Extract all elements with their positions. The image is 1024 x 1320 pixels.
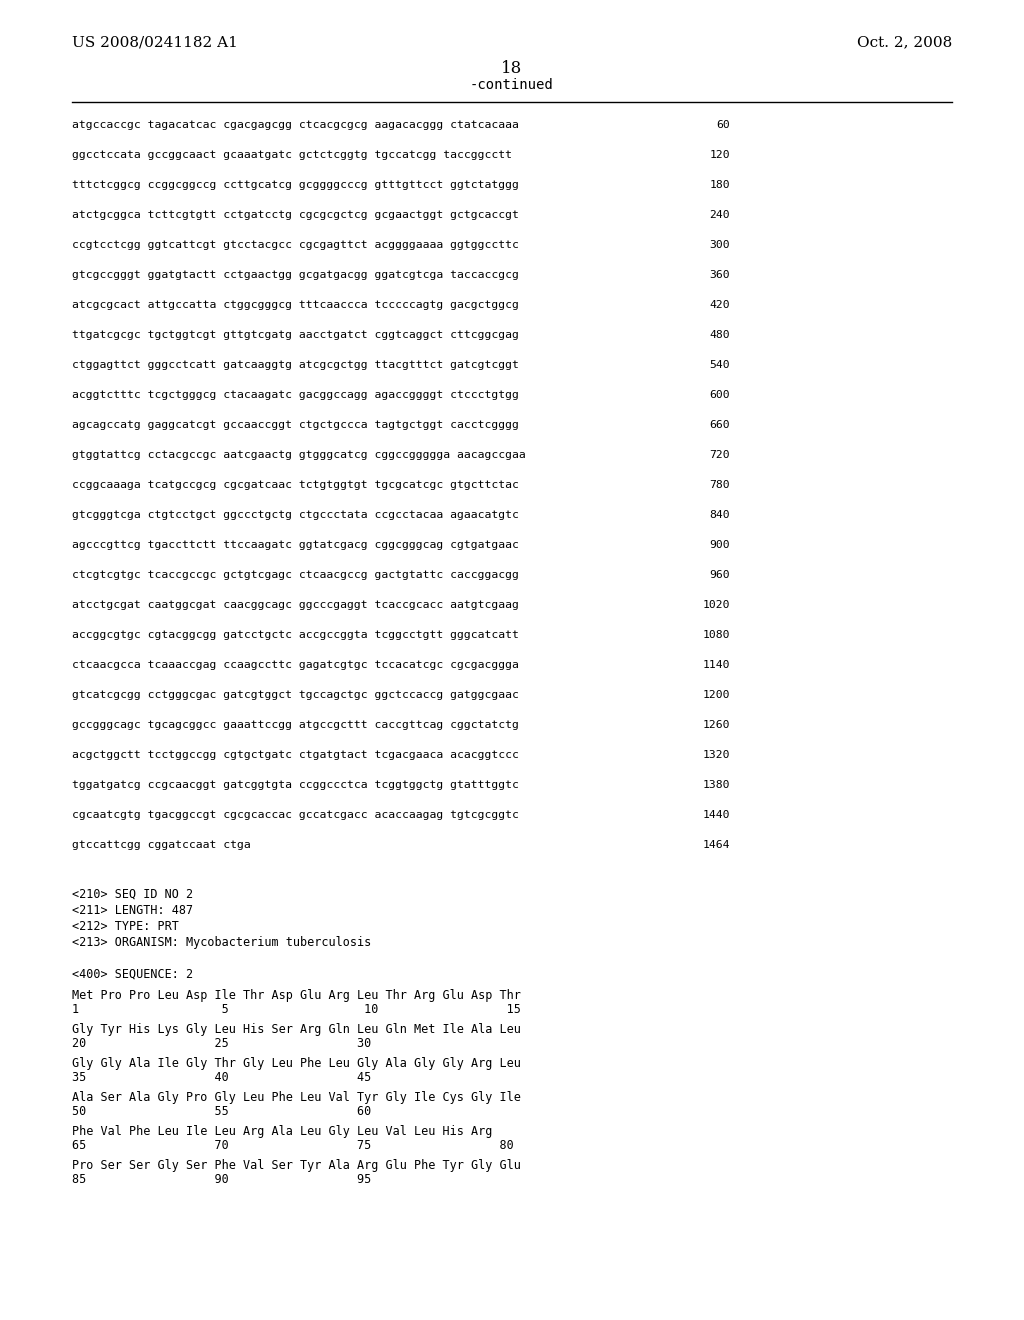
Text: <213> ORGANISM: Mycobacterium tuberculosis: <213> ORGANISM: Mycobacterium tuberculos… (72, 936, 372, 949)
Text: 420: 420 (710, 300, 730, 310)
Text: acgctggctt tcctggccgg cgtgctgatc ctgatgtact tcgacgaaca acacggtccc: acgctggctt tcctggccgg cgtgctgatc ctgatgt… (72, 750, 519, 760)
Text: <400> SEQUENCE: 2: <400> SEQUENCE: 2 (72, 968, 194, 981)
Text: Pro Ser Ser Gly Ser Phe Val Ser Tyr Ala Arg Glu Phe Tyr Gly Glu: Pro Ser Ser Gly Ser Phe Val Ser Tyr Ala … (72, 1159, 521, 1172)
Text: 600: 600 (710, 389, 730, 400)
Text: 1440: 1440 (702, 810, 730, 820)
Text: 35                  40                  45: 35 40 45 (72, 1071, 372, 1084)
Text: 85                  90                  95: 85 90 95 (72, 1173, 372, 1185)
Text: ctcgtcgtgc tcaccgccgc gctgtcgagc ctcaacgccg gactgtattc caccggacgg: ctcgtcgtgc tcaccgccgc gctgtcgagc ctcaacg… (72, 570, 519, 579)
Text: cgcaatcgtg tgacggccgt cgcgcaccac gccatcgacc acaccaagag tgtcgcggtc: cgcaatcgtg tgacggccgt cgcgcaccac gccatcg… (72, 810, 519, 820)
Text: 60: 60 (716, 120, 730, 129)
Text: 1320: 1320 (702, 750, 730, 760)
Text: 18: 18 (502, 59, 522, 77)
Text: 240: 240 (710, 210, 730, 220)
Text: Ala Ser Ala Gly Pro Gly Leu Phe Leu Val Tyr Gly Ile Cys Gly Ile: Ala Ser Ala Gly Pro Gly Leu Phe Leu Val … (72, 1092, 521, 1104)
Text: 1200: 1200 (702, 690, 730, 700)
Text: gtcgggtcga ctgtcctgct ggccctgctg ctgccctata ccgcctacaa agaacatgtc: gtcgggtcga ctgtcctgct ggccctgctg ctgccct… (72, 510, 519, 520)
Text: ggcctccata gccggcaact gcaaatgatc gctctcggtg tgccatcgg taccggcctt: ggcctccata gccggcaact gcaaatgatc gctctcg… (72, 150, 512, 160)
Text: 65                  70                  75                  80: 65 70 75 80 (72, 1139, 514, 1152)
Text: ccgtcctcgg ggtcattcgt gtcctacgcc cgcgagttct acggggaaaa ggtggccttc: ccgtcctcgg ggtcattcgt gtcctacgcc cgcgagt… (72, 240, 519, 249)
Text: Met Pro Pro Leu Asp Ile Thr Asp Glu Arg Leu Thr Arg Glu Asp Thr: Met Pro Pro Leu Asp Ile Thr Asp Glu Arg … (72, 989, 521, 1002)
Text: Gly Tyr His Lys Gly Leu His Ser Arg Gln Leu Gln Met Ile Ala Leu: Gly Tyr His Lys Gly Leu His Ser Arg Gln … (72, 1023, 521, 1036)
Text: Phe Val Phe Leu Ile Leu Arg Ala Leu Gly Leu Val Leu His Arg: Phe Val Phe Leu Ile Leu Arg Ala Leu Gly … (72, 1125, 493, 1138)
Text: gtccattcgg cggatccaat ctga: gtccattcgg cggatccaat ctga (72, 840, 251, 850)
Text: ccggcaaaga tcatgccgcg cgcgatcaac tctgtggtgt tgcgcatcgc gtgcttctac: ccggcaaaga tcatgccgcg cgcgatcaac tctgtgg… (72, 480, 519, 490)
Text: 1080: 1080 (702, 630, 730, 640)
Text: <212> TYPE: PRT: <212> TYPE: PRT (72, 920, 179, 933)
Text: 960: 960 (710, 570, 730, 579)
Text: 300: 300 (710, 240, 730, 249)
Text: 540: 540 (710, 360, 730, 370)
Text: gtcgccgggt ggatgtactt cctgaactgg gcgatgacgg ggatcgtcga taccaccgcg: gtcgccgggt ggatgtactt cctgaactgg gcgatga… (72, 271, 519, 280)
Text: ctcaacgcca tcaaaccgag ccaagccttc gagatcgtgc tccacatcgc cgcgacggga: ctcaacgcca tcaaaccgag ccaagccttc gagatcg… (72, 660, 519, 671)
Text: 120: 120 (710, 150, 730, 160)
Text: tggatgatcg ccgcaacggt gatcggtgta ccggccctca tcggtggctg gtatttggtc: tggatgatcg ccgcaacggt gatcggtgta ccggccc… (72, 780, 519, 789)
Text: 480: 480 (710, 330, 730, 341)
Text: ctggagttct gggcctcatt gatcaaggtg atcgcgctgg ttacgtttct gatcgtcggt: ctggagttct gggcctcatt gatcaaggtg atcgcgc… (72, 360, 519, 370)
Text: 780: 780 (710, 480, 730, 490)
Text: 720: 720 (710, 450, 730, 459)
Text: agcagccatg gaggcatcgt gccaaccggt ctgctgccca tagtgctggt cacctcgggg: agcagccatg gaggcatcgt gccaaccggt ctgctgc… (72, 420, 519, 430)
Text: 1380: 1380 (702, 780, 730, 789)
Text: 1260: 1260 (702, 719, 730, 730)
Text: tttctcggcg ccggcggccg ccttgcatcg gcggggcccg gtttgttcct ggtctatggg: tttctcggcg ccggcggccg ccttgcatcg gcggggc… (72, 180, 519, 190)
Text: <210> SEQ ID NO 2: <210> SEQ ID NO 2 (72, 888, 194, 902)
Text: Oct. 2, 2008: Oct. 2, 2008 (857, 36, 952, 49)
Text: <211> LENGTH: 487: <211> LENGTH: 487 (72, 904, 194, 917)
Text: 360: 360 (710, 271, 730, 280)
Text: agcccgttcg tgaccttctt ttccaagatc ggtatcgacg cggcgggcag cgtgatgaac: agcccgttcg tgaccttctt ttccaagatc ggtatcg… (72, 540, 519, 550)
Text: atcctgcgat caatggcgat caacggcagc ggcccgaggt tcaccgcacc aatgtcgaag: atcctgcgat caatggcgat caacggcagc ggcccga… (72, 601, 519, 610)
Text: 1020: 1020 (702, 601, 730, 610)
Text: gtggtattcg cctacgccgc aatcgaactg gtgggcatcg cggccggggga aacagccgaa: gtggtattcg cctacgccgc aatcgaactg gtgggca… (72, 450, 525, 459)
Text: 1                    5                   10                  15: 1 5 10 15 (72, 1003, 521, 1016)
Text: 50                  55                  60: 50 55 60 (72, 1105, 372, 1118)
Text: 20                  25                  30: 20 25 30 (72, 1038, 372, 1049)
Text: ttgatcgcgc tgctggtcgt gttgtcgatg aacctgatct cggtcaggct cttcggcgag: ttgatcgcgc tgctggtcgt gttgtcgatg aacctga… (72, 330, 519, 341)
Text: atcgcgcact attgccatta ctggcgggcg tttcaaccca tcccccagtg gacgctggcg: atcgcgcact attgccatta ctggcgggcg tttcaac… (72, 300, 519, 310)
Text: atgccaccgc tagacatcac cgacgagcgg ctcacgcgcg aagacacggg ctatcacaaa: atgccaccgc tagacatcac cgacgagcgg ctcacgc… (72, 120, 519, 129)
Text: acggtctttc tcgctgggcg ctacaagatc gacggccagg agaccggggt ctccctgtgg: acggtctttc tcgctgggcg ctacaagatc gacggcc… (72, 389, 519, 400)
Text: 1140: 1140 (702, 660, 730, 671)
Text: atctgcggca tcttcgtgtt cctgatcctg cgcgcgctcg gcgaactggt gctgcaccgt: atctgcggca tcttcgtgtt cctgatcctg cgcgcgc… (72, 210, 519, 220)
Text: Gly Gly Ala Ile Gly Thr Gly Leu Phe Leu Gly Ala Gly Gly Arg Leu: Gly Gly Ala Ile Gly Thr Gly Leu Phe Leu … (72, 1057, 521, 1071)
Text: accggcgtgc cgtacggcgg gatcctgctc accgccggta tcggcctgtt gggcatcatt: accggcgtgc cgtacggcgg gatcctgctc accgccg… (72, 630, 519, 640)
Text: gtcatcgcgg cctgggcgac gatcgtggct tgccagctgc ggctccaccg gatggcgaac: gtcatcgcgg cctgggcgac gatcgtggct tgccagc… (72, 690, 519, 700)
Text: 1464: 1464 (702, 840, 730, 850)
Text: US 2008/0241182 A1: US 2008/0241182 A1 (72, 36, 238, 49)
Text: -continued: -continued (470, 78, 554, 92)
Text: 660: 660 (710, 420, 730, 430)
Text: 900: 900 (710, 540, 730, 550)
Text: 180: 180 (710, 180, 730, 190)
Text: gccgggcagc tgcagcggcc gaaattccgg atgccgcttt caccgttcag cggctatctg: gccgggcagc tgcagcggcc gaaattccgg atgccgc… (72, 719, 519, 730)
Text: 840: 840 (710, 510, 730, 520)
